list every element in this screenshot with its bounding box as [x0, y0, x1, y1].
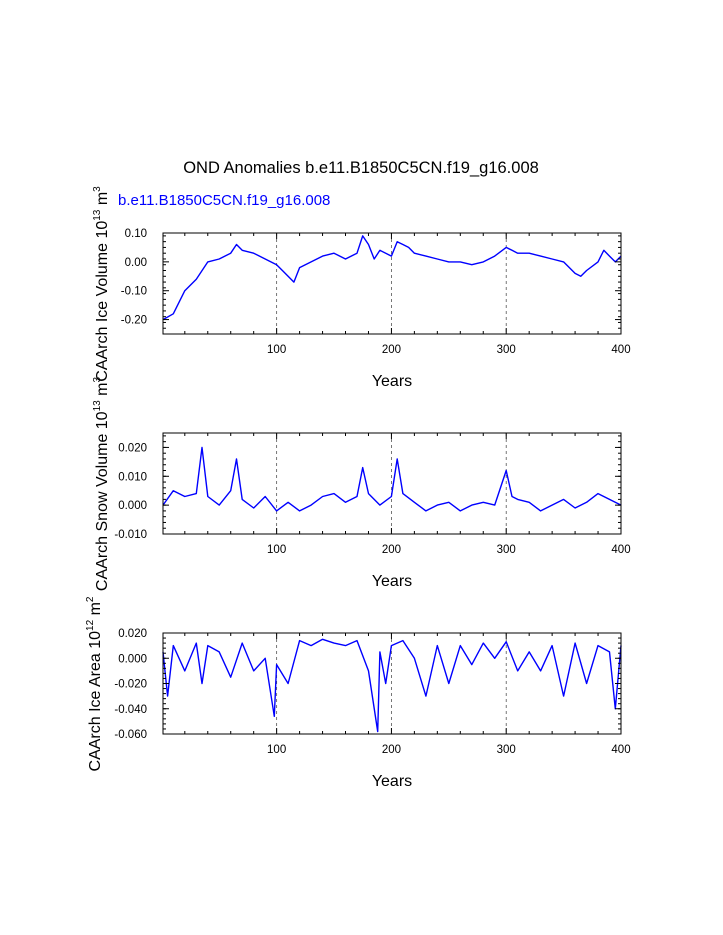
panel-ice-volume: CAArch Ice Volume 1013 m3 Years 100 200 30… — [92, 186, 631, 390]
y-tick-label: -0.010 — [114, 529, 147, 541]
series-line — [162, 446, 622, 512]
y-axis-title: CAArch Snow Volume 1013 m3 — [92, 377, 111, 592]
y-tick-label: 0.10 — [125, 228, 147, 240]
series-line — [162, 638, 622, 733]
y-axis-title: CAArch Ice Volume 1013 m3 — [92, 186, 111, 382]
x-axis-title: Years — [372, 773, 412, 790]
panel-ice-area: CAArch Ice Area 1012 m2 Years 100 200 300 4… — [85, 596, 631, 790]
x-tick-label: 200 — [382, 744, 401, 756]
y-tick-label: 0.020 — [118, 442, 147, 454]
y-tick-label: 0.000 — [118, 653, 147, 665]
y-axis-title-unit-exponent: 3 — [92, 186, 103, 192]
y-axis-title-exponent: 12 — [85, 619, 96, 631]
y-tick-label: 0.00 — [125, 257, 147, 269]
y-axis-title-unit-exponent: 2 — [85, 596, 96, 602]
plot-frame — [162, 432, 622, 535]
y-tick-label: -0.020 — [114, 679, 147, 691]
x-tick-label: 300 — [497, 544, 516, 556]
case-label: b.e11.B1850C5CN.f19_g16.008 — [118, 192, 330, 209]
plot-frame — [162, 232, 622, 335]
y-axis-title-base: CAArch Ice Area 10 — [87, 631, 104, 772]
x-tick-label: 400 — [611, 744, 630, 756]
x-tick-label: 200 — [382, 344, 401, 356]
x-axis-title: Years — [372, 573, 412, 590]
y-axis-title-unit: m — [94, 192, 111, 210]
x-tick-label: 100 — [267, 744, 286, 756]
y-axis-title: CAArch Ice Area 1012 m2 — [85, 596, 104, 771]
x-axis-title: Years — [372, 373, 412, 390]
y-axis-title-exponent: 13 — [92, 209, 103, 221]
y-tick-label: -0.10 — [121, 286, 147, 298]
y-tick-label: -0.060 — [114, 729, 147, 741]
y-tick-label: -0.20 — [121, 315, 147, 327]
y-axis-title-unit-exponent: 3 — [92, 377, 103, 383]
panel-snow-volume: CAArch Snow Volume 1013 m3 Years 100 200 3… — [92, 377, 631, 592]
y-tick-label: -0.040 — [114, 704, 147, 716]
x-tick-label: 400 — [611, 344, 630, 356]
x-tick-label: 300 — [497, 744, 516, 756]
y-axis-title-base: CAArch Ice Volume 10 — [94, 221, 111, 382]
x-tick-label: 300 — [497, 344, 516, 356]
y-axis-title-unit: m — [87, 602, 104, 620]
x-tick-label: 100 — [267, 344, 286, 356]
y-tick-label: 0.020 — [118, 628, 147, 640]
y-axis-title-exponent: 13 — [92, 400, 103, 412]
y-tick-label: 0.000 — [118, 500, 147, 512]
y-tick-label: 0.010 — [118, 471, 147, 483]
y-axis-title-base: CAArch Snow Volume 10 — [94, 411, 111, 591]
y-axis-title-unit: m — [94, 383, 111, 401]
x-tick-label: 400 — [611, 544, 630, 556]
x-tick-label: 200 — [382, 544, 401, 556]
x-tick-label: 100 — [267, 544, 286, 556]
series-line — [162, 235, 622, 321]
figure-title: OND Anomalies b.e11.B1850C5CN.f19_g16.00… — [183, 159, 539, 177]
